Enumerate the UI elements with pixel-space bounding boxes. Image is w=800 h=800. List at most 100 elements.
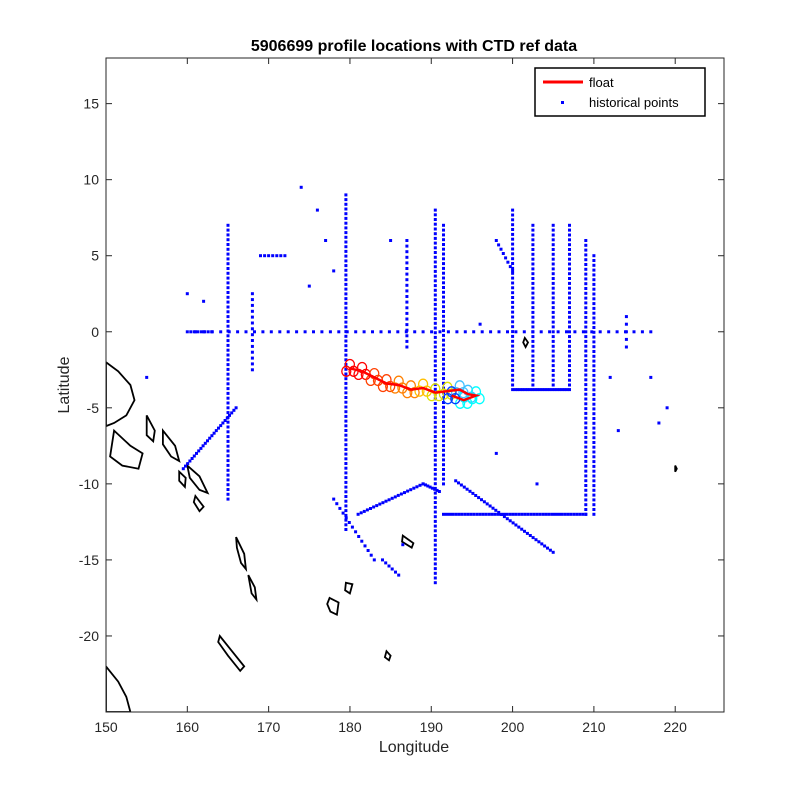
historical-point: [344, 528, 348, 531]
historical-point: [442, 468, 445, 471]
historical-point: [568, 301, 571, 305]
historical-point: [442, 377, 445, 380]
historical-point: [344, 358, 348, 362]
historical-point: [592, 488, 596, 492]
historical-point: [584, 258, 588, 262]
historical-point: [538, 388, 542, 392]
historical-point: [531, 223, 535, 227]
historical-point: [403, 491, 406, 495]
historical-point: [592, 393, 596, 397]
historical-point: [548, 548, 552, 552]
x-tick-label: 190: [420, 719, 444, 735]
historical-point: [511, 228, 515, 231]
historical-point: [428, 485, 432, 489]
historical-point: [548, 388, 552, 392]
historical-point: [511, 291, 515, 295]
historical-point: [584, 440, 588, 444]
historical-point: [250, 309, 254, 313]
historical-point: [192, 454, 196, 458]
historical-point: [551, 364, 555, 368]
historical-point: [433, 567, 437, 571]
historical-point: [568, 373, 571, 377]
historical-point: [199, 330, 203, 334]
historical-point: [511, 266, 515, 270]
historical-point: [433, 529, 437, 533]
historical-point: [344, 344, 348, 348]
historical-point: [202, 299, 206, 303]
historical-point: [226, 319, 230, 323]
historical-point: [511, 320, 515, 324]
historical-point: [433, 552, 437, 556]
coastline-13: [401, 533, 415, 550]
historical-point: [531, 378, 535, 382]
historical-point: [584, 354, 588, 358]
historical-point: [584, 363, 588, 367]
historical-point: [442, 353, 445, 357]
historical-point: [624, 322, 628, 326]
historical-point: [226, 382, 230, 386]
historical-point: [344, 429, 348, 432]
historical-point: [568, 354, 571, 358]
historical-point: [551, 369, 555, 372]
historical-point: [462, 485, 466, 489]
historical-point: [511, 296, 515, 299]
historical-point: [584, 512, 588, 516]
historical-point: [531, 277, 535, 280]
historical-point: [531, 315, 535, 319]
historical-point: [592, 369, 596, 373]
historical-point: [569, 512, 573, 516]
historical-point: [442, 372, 445, 376]
historical-point: [568, 383, 571, 387]
historical-point: [344, 490, 348, 494]
historical-point: [442, 453, 445, 457]
historical-point: [433, 439, 437, 443]
historical-point: [511, 378, 515, 382]
historical-point: [433, 557, 437, 561]
historical-point: [551, 325, 555, 329]
historical-point: [442, 319, 445, 323]
historical-point: [592, 287, 596, 291]
historical-point: [344, 348, 348, 352]
y-tick-label: -15: [79, 552, 99, 568]
historical-point: [387, 564, 391, 568]
historical-point: [396, 330, 400, 334]
historical-point: [344, 518, 348, 522]
historical-point: [551, 310, 555, 314]
historical-point: [551, 233, 555, 237]
historical-point: [592, 417, 596, 420]
historical-point: [250, 350, 254, 354]
historical-point: [584, 306, 588, 310]
historical-point: [433, 538, 437, 542]
historical-point: [553, 388, 557, 392]
historical-point: [568, 369, 571, 372]
x-tick-label: 170: [257, 719, 281, 735]
historical-point: [526, 512, 530, 516]
historical-point: [250, 368, 254, 372]
historical-point: [551, 243, 555, 247]
historical-point: [396, 493, 400, 497]
historical-point: [584, 277, 588, 281]
historical-point: [433, 302, 437, 306]
historical-point: [511, 252, 515, 256]
historical-point: [511, 325, 515, 329]
historical-point: [551, 267, 555, 271]
historical-point: [592, 282, 596, 286]
historical-point: [226, 396, 230, 400]
historical-point: [584, 445, 588, 449]
historical-point: [184, 464, 187, 468]
historical-point: [531, 301, 535, 305]
historical-point: [530, 388, 534, 392]
historical-point: [592, 503, 596, 507]
historical-point: [592, 292, 596, 296]
historical-point: [278, 330, 282, 334]
historical-point: [344, 268, 348, 272]
historical-point: [344, 443, 348, 447]
historical-point: [592, 273, 596, 277]
historical-point: [584, 325, 588, 329]
historical-point: [497, 510, 501, 514]
historical-point: [228, 413, 231, 417]
historical-point: [511, 305, 515, 309]
historical-point: [560, 388, 564, 392]
historical-point: [433, 317, 437, 321]
